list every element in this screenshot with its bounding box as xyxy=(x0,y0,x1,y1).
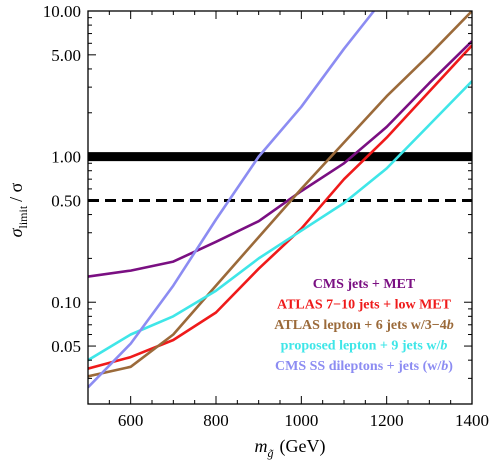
reference-lines xyxy=(88,152,472,202)
legend: CMS jets + MET ATLAS 7−10 jets + low MET A… xyxy=(274,277,453,374)
legend-entry-1: CMS jets + MET xyxy=(313,277,416,292)
y-tick-label: 0.50 xyxy=(51,191,81,210)
legend-entry-3: ATLAS lepton + 6 jets w/3−4b xyxy=(274,318,453,333)
x-axis-title: mg̃ (GeV) xyxy=(255,436,326,460)
tick-labels: 600 800 1000 1200 1400 0.05 0.10 0.50 1.00 5.00 10… xyxy=(43,2,489,430)
series-line-3 xyxy=(88,11,472,378)
y-tick-label: 0.10 xyxy=(51,293,81,312)
x-tick-label: 1000 xyxy=(284,411,318,430)
legend-entry-2: ATLAS 7−10 jets + low MET xyxy=(277,298,452,313)
x-tick-label: 1400 xyxy=(455,411,489,430)
series-line-1 xyxy=(88,40,472,278)
y-tick-label: 1.00 xyxy=(51,148,81,167)
x-tick-label: 1200 xyxy=(370,411,404,430)
series-line-4 xyxy=(88,80,472,362)
axis-ticks xyxy=(87,10,473,405)
x-tick-label: 800 xyxy=(203,411,229,430)
x-tick-label: 600 xyxy=(118,411,144,430)
plot-frame xyxy=(87,10,473,405)
legend-entry-4: proposed lepton + 9 jets w/b xyxy=(281,339,448,354)
legend-entry-5: CMS SS dileptons + jets (w/b) xyxy=(275,359,453,374)
y-tick-label: 10.00 xyxy=(43,2,81,21)
y-tick-label: 0.05 xyxy=(51,337,81,356)
y-axis-title: σlimit/ σ xyxy=(6,182,30,237)
series-line-2 xyxy=(88,44,472,370)
series-line-5 xyxy=(88,11,375,389)
y-tick-label: 5.00 xyxy=(51,46,81,65)
data-series xyxy=(88,11,472,389)
